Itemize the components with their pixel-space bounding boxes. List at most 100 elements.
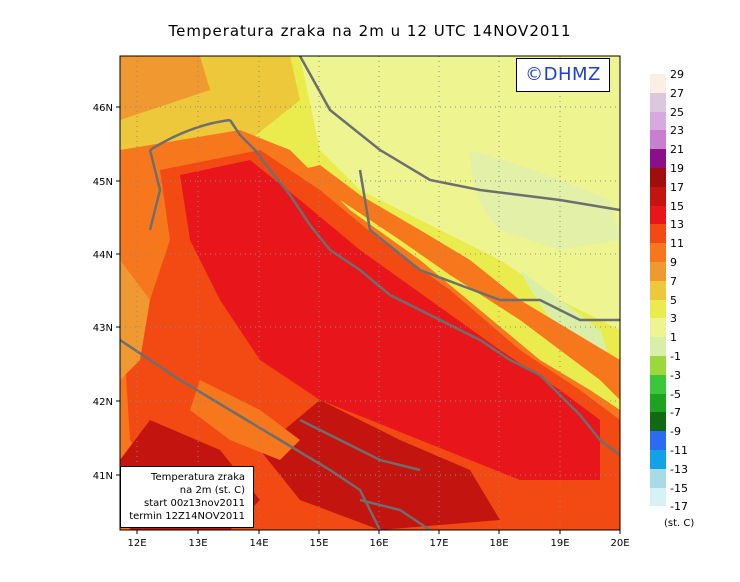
info-line: Temperatura zraka [151,472,245,483]
x-tick-label: 19E [550,538,569,549]
x-tick-label: 14E [249,538,268,549]
legend-entry: 25 [650,106,690,131]
legend-entry: -17 [650,500,690,526]
legend-entry: 27 [650,87,690,112]
legend-entry: 29 [650,68,690,93]
legend-entry: 1 [650,331,690,356]
coastlines [120,56,620,530]
legend-label: 29 [670,68,684,81]
legend-swatch [650,506,666,526]
legend-entry: -1 [650,350,690,375]
legend-label: 3 [670,312,677,326]
y-tick-label: 45N [93,177,113,188]
legend-swatch [650,111,666,131]
x-tick-label: 15E [309,538,328,549]
legend-swatch [650,261,666,281]
legend-swatch [650,355,666,375]
legend-entry: 7 [650,275,690,300]
legend-entry: 9 [650,256,690,281]
legend-swatch [650,468,666,488]
legend-label: -3 [670,368,681,382]
legend-entry: 5 [650,294,690,319]
graticule [120,56,620,530]
y-tick-label: 43N [93,323,113,334]
legend-swatch [650,186,666,206]
legend-swatch [650,149,666,168]
legend-swatch [650,74,666,93]
legend-swatch [650,487,666,507]
legend-entry: 3 [650,312,690,338]
legend-swatch [650,205,666,225]
legend-label: 9 [670,255,677,269]
legend-swatch [650,92,666,112]
legend-swatch [650,337,666,356]
legend-swatch [650,318,666,338]
legend-entry: 19 [650,162,690,187]
info-line: start 00z13nov2011 [144,498,245,509]
legend-label: -13 [670,462,688,476]
legend-swatch [650,280,666,300]
legend-label: -11 [670,443,688,457]
x-tick-label: 18E [489,538,508,549]
y-tick-label: 42N [93,397,113,408]
legend-label: -5 [670,387,681,401]
legend-entry: -3 [650,369,690,394]
info-line: termin 12Z14NOV2011 [129,511,245,522]
legend-swatch [650,224,666,244]
legend-label: 27 [670,86,684,100]
legend-entry: -7 [650,406,690,432]
legend-label: 23 [670,124,684,138]
legend-swatch [650,167,666,187]
x-tick-label: 17E [429,538,448,549]
legend-label: -9 [670,425,681,439]
y-tick-label: 46N [93,103,113,114]
legend-entry: -13 [650,463,690,488]
legend-label: -17 [670,500,688,514]
legend-label: 17 [670,180,684,194]
plot-frame [119,55,621,531]
legend-swatch [650,243,666,262]
legend-swatch [650,431,666,450]
legend-swatch [650,374,666,394]
legend-label: 5 [670,293,677,307]
legend-label: -15 [670,481,688,495]
legend-unit: (st. C) [664,518,695,529]
legend-swatch [650,299,666,319]
x-tick-label: 13E [188,538,207,549]
legend-entry: 23 [650,124,690,150]
legend-entry: 11 [650,237,690,262]
legend-entry: 21 [650,143,690,168]
y-axis: 41N 42N 43N 44N 45N 46N [93,103,120,482]
legend-entry: 15 [650,200,690,225]
legend-entry: 17 [650,181,690,206]
legend-swatch [650,393,666,413]
legend-label: 25 [670,105,684,119]
legend-label: 21 [670,143,684,157]
x-tick-label: 20E [610,538,629,549]
legend-label: 11 [670,237,684,251]
legend-swatch [650,412,666,432]
legend-label: 1 [670,331,677,345]
legend-label: 7 [670,274,677,288]
temperature-field [120,56,620,530]
x-axis: 12E 13E 14E 15E 16E 17E 18E 19E 20E [127,530,630,549]
legend-label: 19 [670,161,684,175]
legend-entry: -9 [650,425,690,450]
legend-entry: -5 [650,388,690,413]
y-tick-label: 41N [93,471,113,482]
legend-swatch [650,449,666,469]
legend-label: 13 [670,218,684,232]
legend-label: -1 [670,349,681,363]
info-line: na 2m (st. C) [179,485,245,496]
legend-swatch [650,130,666,150]
dhmz-watermark: ©DHMZ [516,58,610,92]
color-legend: 29 27 25 23 21 19 17 15 13 11 9 7 5 3 1 -1 -3 -5 -7 -9 -11 -1… [650,68,690,526]
x-tick-label: 12E [127,538,146,549]
y-tick-label: 44N [93,250,113,261]
legend-entry: -11 [650,444,690,469]
legend-label: -7 [670,406,681,420]
legend-label: 15 [670,199,684,213]
legend-entry: 13 [650,218,690,244]
legend-entry: -15 [650,482,690,507]
